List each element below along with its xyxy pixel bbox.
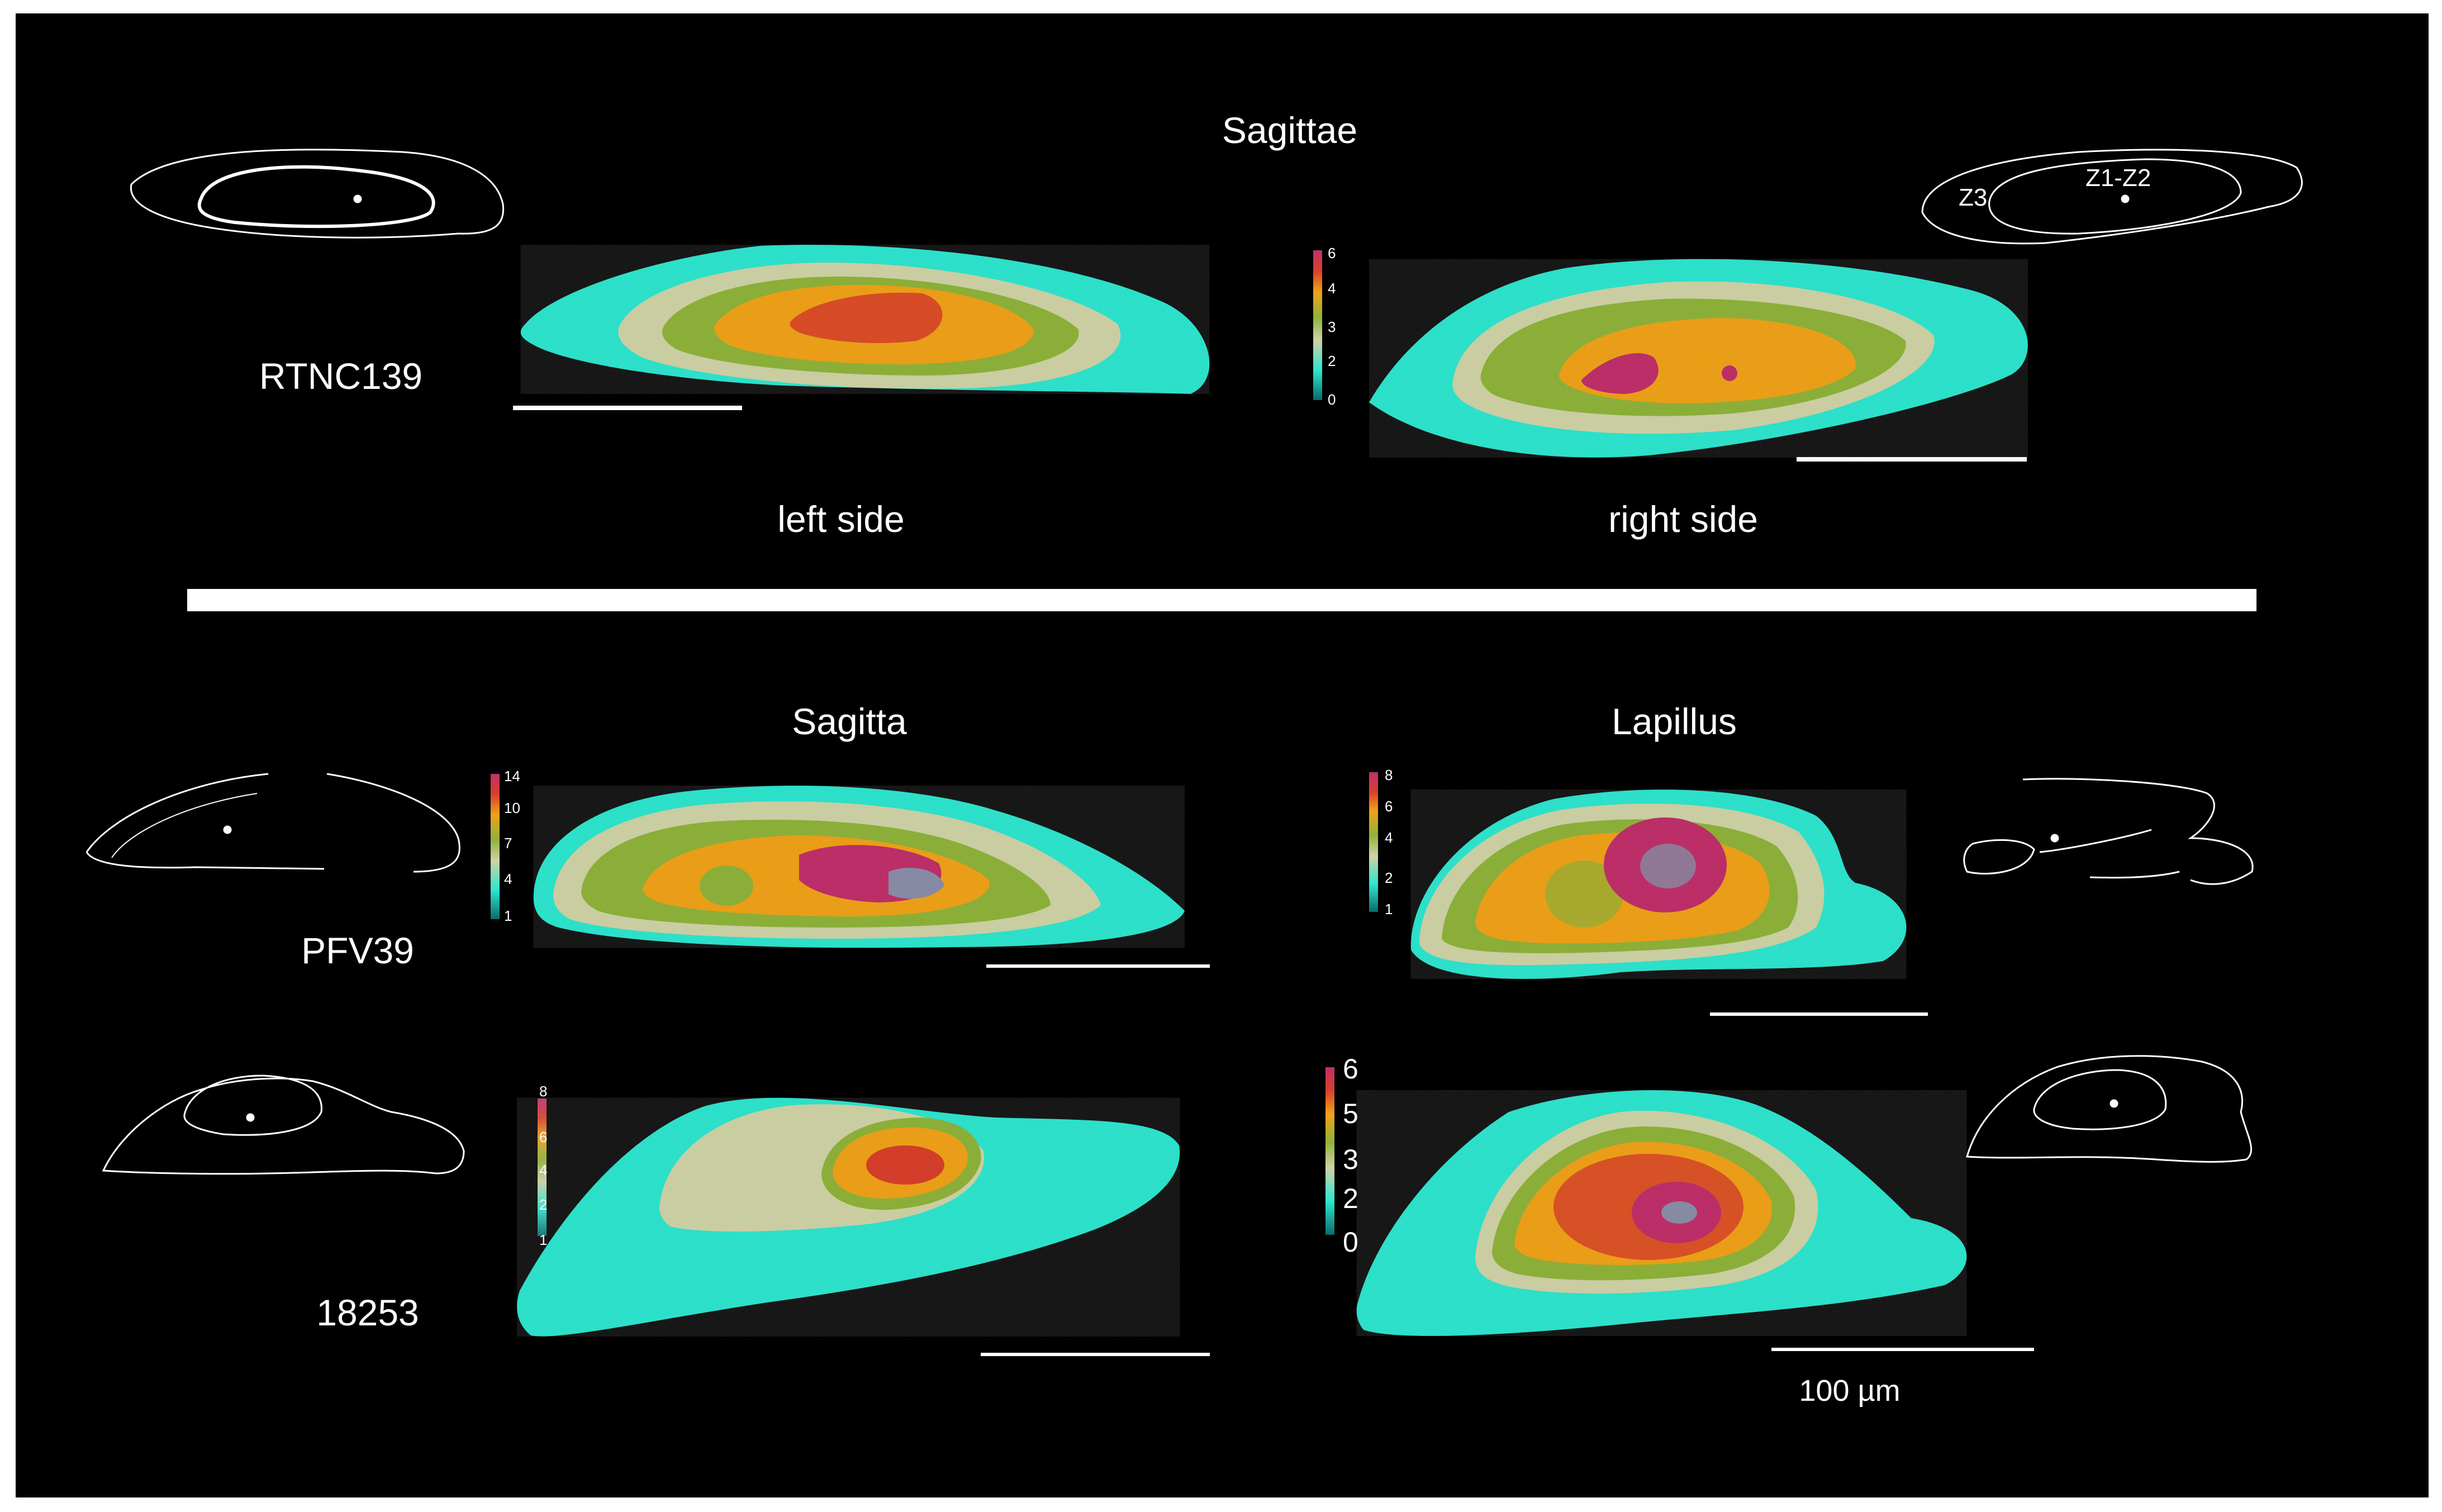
colorbar-top-tick-1: 4: [1328, 280, 1336, 297]
colorbar-18253-sagitta: 8 6 4 2 1: [538, 1083, 547, 1248]
colorbar-18253-lapillus-tick-2: 3: [1343, 1144, 1358, 1175]
colorbar-18253-lapillus: 6 5 3 2 0: [1325, 1053, 1358, 1258]
scale-bar-pfv39-lapillus: [1710, 1012, 1928, 1016]
colorbar-top-tick-2: 3: [1328, 318, 1336, 335]
colorbar-18253-lapillus-tick-4: 0: [1343, 1226, 1358, 1258]
colorbar-pfv39-lapillus-tick-3: 2: [1385, 869, 1393, 886]
colorbar-pfv39-sagitta-tick-2: 7: [504, 835, 512, 852]
colorbar-top-tick-0: 6: [1328, 245, 1336, 261]
colorbar-top-tick-3: 2: [1328, 353, 1336, 369]
colorbar-18253-sagitta-tick-2: 4: [539, 1162, 547, 1178]
otolith-outline-18253-lapillus: [1966, 1055, 2252, 1163]
otolith-image-18253-sagitta: [517, 1097, 1180, 1337]
colorbar-18253-lapillus-tick-0: 6: [1343, 1053, 1358, 1085]
otolith-image-pfv39-sagitta: [533, 786, 1185, 948]
specimen-label-18253: 18253: [316, 1292, 419, 1333]
colorbar-pfv39-lapillus-tick-1: 6: [1385, 798, 1393, 815]
otolith-image-rtnc139-left: [520, 245, 1210, 394]
colorbar-top: 6 4 3 2 0: [1313, 245, 1336, 408]
title-sagitta: Sagitta: [792, 701, 907, 742]
colorbar-18253-lapillus-tick-1: 5: [1343, 1098, 1358, 1129]
scale-bar-rtnc139-left: [513, 406, 742, 410]
colorbar-pfv39-sagitta-tick-0: 14: [504, 768, 520, 784]
title-lapillus: Lapillus: [1612, 701, 1737, 742]
title-sagittae: Sagittae: [1222, 110, 1358, 151]
caption-right-side: right side: [1608, 498, 1758, 540]
colorbar-pfv39-lapillus: 8 6 4 2 1: [1369, 767, 1393, 917]
colorbar-18253-sagitta-tick-4: 1: [539, 1232, 547, 1248]
section-divider: [187, 589, 2256, 611]
colorbar-pfv39-sagitta-tick-1: 10: [504, 800, 520, 816]
zone-label-z1-z2: Z1-Z2: [2085, 164, 2151, 192]
colorbar-pfv39-lapillus-tick-4: 1: [1385, 901, 1393, 917]
colorbar-18253-sagitta-tick-1: 6: [539, 1129, 547, 1145]
colorbar-pfv39-sagitta-tick-3: 4: [504, 871, 512, 887]
colorbar-18253-sagitta-tick-0: 8: [539, 1083, 547, 1100]
otolith-outline-18253-sagitta: [102, 1074, 465, 1175]
otolith-image-18253-lapillus: [1356, 1090, 1967, 1336]
colorbar-18253-lapillus-tick-3: 2: [1343, 1183, 1358, 1214]
scale-bar-18253-sagitta: [981, 1353, 1210, 1356]
zone-label-z3: Z3: [1959, 184, 1987, 211]
specimen-label-pfv39: PFV39: [301, 930, 414, 971]
scale-bar-rtnc139-right: [1797, 457, 2027, 462]
figure-background: [16, 13, 2429, 1497]
colorbar-pfv39-lapillus-tick-0: 8: [1385, 767, 1393, 783]
scale-bar-18253-lapillus: [1771, 1348, 2034, 1351]
colorbar-top-tick-4: 0: [1328, 391, 1336, 408]
scale-label: 100 µm: [1799, 1374, 1901, 1408]
otolith-image-pfv39-lapillus: [1410, 790, 1907, 979]
specimen-label-rtnc139: RTNC139: [259, 355, 423, 397]
colorbar-pfv39-sagitta-tick-4: 1: [504, 907, 512, 924]
colorbar-pfv39-sagitta: 14 10 7 4 1: [491, 768, 520, 924]
otolith-outline-pfv39-lapillus: [1963, 778, 2254, 885]
otolith-outline-pfv39-sagitta: [85, 773, 460, 873]
otolith-outline-rtnc139-right: [1921, 149, 2303, 245]
colorbar-pfv39-lapillus-tick-2: 4: [1385, 829, 1393, 846]
caption-left-side: left side: [777, 498, 905, 540]
otolith-outline-rtnc139-left: [130, 149, 505, 239]
otolith-image-rtnc139-right: [1369, 259, 2028, 458]
scale-bar-pfv39-sagitta: [986, 964, 1210, 968]
colorbar-18253-sagitta-tick-3: 2: [539, 1196, 547, 1213]
